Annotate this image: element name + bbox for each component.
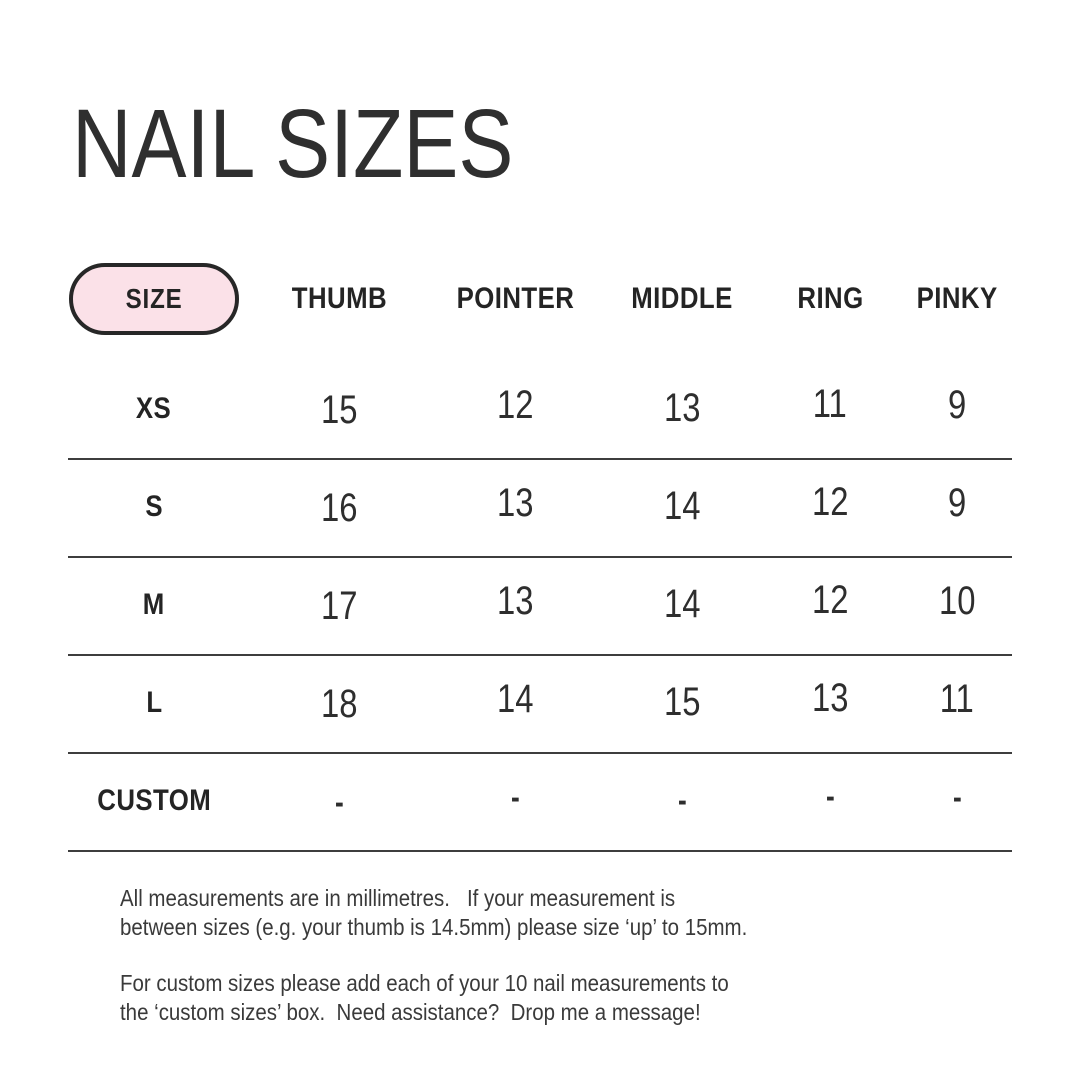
cell-thumb: 17 — [320, 583, 358, 628]
cell-pinky: 10 — [938, 578, 976, 623]
cell-thumb: 15 — [320, 387, 358, 432]
cell-pointer: 13 — [496, 578, 534, 623]
size-header-pill: SIZE — [69, 263, 239, 335]
cell-ring: 12 — [811, 577, 849, 622]
cell-pinky: 9 — [947, 382, 967, 427]
size-header-cell: SIZE — [68, 263, 240, 335]
size-header-label: SIZE — [125, 283, 183, 314]
column-header-ring: RING — [796, 282, 864, 315]
cell-thumb: - — [334, 783, 344, 820]
cell-middle: 14 — [663, 483, 701, 528]
cell-thumb: 18 — [320, 681, 358, 726]
table-header-row: SIZE THUMB POINTER MIDDLE RING PINKY — [68, 262, 1012, 336]
note-measurements: All measurements are in millimetres. If … — [120, 885, 748, 940]
column-header-middle: MIDDLE — [631, 282, 733, 315]
table-row-xs: XS 15 12 13 11 9 — [68, 360, 1012, 460]
cell-middle: 14 — [663, 581, 701, 626]
row-label: XS — [136, 392, 172, 425]
cell-pinky: 11 — [939, 676, 975, 721]
table-row-custom: CUSTOM - - - - - — [68, 752, 1012, 852]
row-label: CUSTOM — [97, 784, 211, 817]
cell-middle: 15 — [663, 679, 701, 724]
column-header-pinky: PINKY — [916, 282, 998, 315]
row-label: S — [145, 490, 163, 523]
cell-ring: 12 — [811, 479, 849, 524]
table-row-l: L 18 14 15 13 11 — [68, 654, 1012, 754]
cell-middle: 13 — [663, 385, 701, 430]
cell-pinky: - — [952, 778, 962, 815]
table-row-m: M 17 13 14 12 10 — [68, 556, 1012, 656]
row-label: M — [143, 588, 165, 621]
table-row-s: S 16 13 14 12 9 — [68, 458, 1012, 558]
cell-pinky: 9 — [947, 480, 967, 525]
cell-thumb: 16 — [320, 485, 358, 530]
row-label: L — [145, 686, 163, 719]
cell-pointer: - — [510, 778, 520, 815]
cell-pointer: 12 — [496, 382, 534, 427]
cell-pointer: 13 — [496, 480, 534, 525]
measurement-notes: All measurements are in millimetres. If … — [120, 884, 747, 1054]
column-header-pointer: POINTER — [456, 282, 574, 315]
cell-ring: - — [825, 777, 835, 814]
note-custom-sizes: For custom sizes please add each of your… — [120, 970, 729, 1025]
cell-pointer: 14 — [496, 676, 534, 721]
page-title: NAIL SIZES — [72, 89, 514, 198]
cell-ring: 13 — [811, 675, 849, 720]
cell-ring: 11 — [812, 381, 848, 426]
cell-middle: - — [677, 781, 687, 818]
column-header-thumb: THUMB — [291, 282, 387, 315]
